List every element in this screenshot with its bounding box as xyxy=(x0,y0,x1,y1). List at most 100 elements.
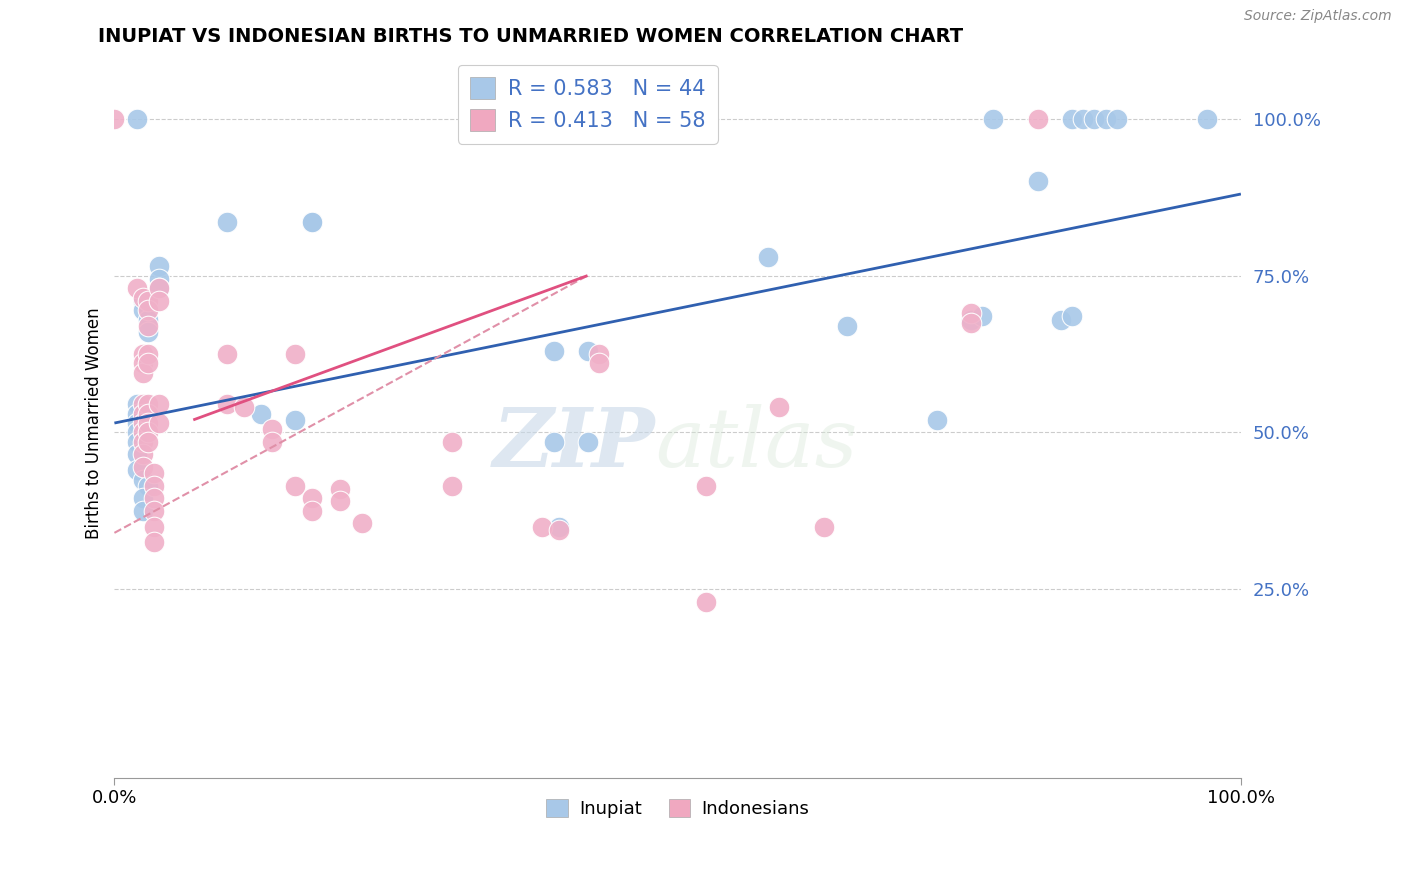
Point xyxy=(142,491,165,506)
Point xyxy=(1049,312,1071,326)
Point xyxy=(142,535,165,549)
Point xyxy=(1026,174,1049,188)
Point xyxy=(262,434,284,449)
Point xyxy=(142,467,165,481)
Point xyxy=(136,325,159,339)
Point xyxy=(233,401,256,415)
Text: atlas: atlas xyxy=(655,404,858,484)
Point xyxy=(262,422,284,436)
Y-axis label: Births to Unmarried Women: Births to Unmarried Women xyxy=(86,307,103,539)
Point xyxy=(215,397,238,411)
Point xyxy=(588,356,610,370)
Point xyxy=(125,425,148,440)
Point xyxy=(215,347,238,361)
Point xyxy=(959,316,981,330)
Point xyxy=(125,416,148,430)
Point xyxy=(131,291,153,305)
Point xyxy=(531,519,554,533)
Point xyxy=(148,416,170,430)
Point xyxy=(131,356,153,370)
Point xyxy=(250,407,273,421)
Point xyxy=(136,347,159,361)
Point xyxy=(925,413,948,427)
Point xyxy=(131,303,153,318)
Point xyxy=(959,312,981,326)
Point xyxy=(125,281,148,295)
Point xyxy=(301,491,323,506)
Point xyxy=(301,215,323,229)
Point xyxy=(588,347,610,361)
Point xyxy=(136,425,159,440)
Point xyxy=(125,112,148,126)
Point xyxy=(813,519,835,533)
Point xyxy=(131,397,153,411)
Point xyxy=(1105,112,1128,126)
Text: INUPIAT VS INDONESIAN BIRTHS TO UNMARRIED WOMEN CORRELATION CHART: INUPIAT VS INDONESIAN BIRTHS TO UNMARRIE… xyxy=(98,27,963,45)
Point xyxy=(131,447,153,461)
Point xyxy=(441,434,464,449)
Text: ZIP: ZIP xyxy=(492,404,655,484)
Point xyxy=(125,434,148,449)
Point xyxy=(284,347,307,361)
Point xyxy=(548,519,571,533)
Point xyxy=(981,112,1004,126)
Point xyxy=(768,401,790,415)
Point xyxy=(142,504,165,518)
Point xyxy=(136,407,159,421)
Point xyxy=(548,523,571,537)
Point xyxy=(131,434,153,449)
Point xyxy=(148,281,170,295)
Point xyxy=(756,250,779,264)
Point xyxy=(148,281,170,295)
Point xyxy=(136,416,159,430)
Point xyxy=(125,447,148,461)
Point xyxy=(148,259,170,273)
Point xyxy=(131,366,153,380)
Point xyxy=(284,413,307,427)
Point xyxy=(142,479,165,493)
Point xyxy=(695,595,717,609)
Point xyxy=(301,215,323,229)
Point xyxy=(131,491,153,506)
Point xyxy=(131,407,153,421)
Point xyxy=(441,479,464,493)
Point xyxy=(136,318,159,333)
Point xyxy=(148,397,170,411)
Point xyxy=(142,519,165,533)
Point xyxy=(136,356,159,370)
Point xyxy=(576,434,599,449)
Point xyxy=(136,434,159,449)
Point xyxy=(970,310,993,324)
Point xyxy=(1083,112,1105,126)
Point xyxy=(835,318,858,333)
Point xyxy=(131,293,153,308)
Legend: Inupiat, Indonesians: Inupiat, Indonesians xyxy=(538,791,817,825)
Point xyxy=(136,312,159,326)
Text: Source: ZipAtlas.com: Source: ZipAtlas.com xyxy=(1244,9,1392,23)
Point xyxy=(1094,112,1116,126)
Point xyxy=(329,482,352,496)
Point xyxy=(1060,112,1083,126)
Point xyxy=(125,463,148,477)
Point xyxy=(136,303,159,318)
Point xyxy=(125,407,148,421)
Point xyxy=(284,479,307,493)
Point xyxy=(301,504,323,518)
Point xyxy=(131,460,153,475)
Point xyxy=(131,416,153,430)
Point xyxy=(1197,112,1219,126)
Point xyxy=(131,473,153,487)
Point xyxy=(1071,112,1094,126)
Point xyxy=(959,306,981,320)
Point xyxy=(136,479,159,493)
Point xyxy=(125,397,148,411)
Point xyxy=(543,434,565,449)
Point xyxy=(352,516,374,531)
Point xyxy=(576,343,599,358)
Point xyxy=(148,293,170,308)
Point xyxy=(136,293,159,308)
Point xyxy=(329,494,352,508)
Point xyxy=(131,504,153,518)
Point xyxy=(148,271,170,285)
Point xyxy=(131,347,153,361)
